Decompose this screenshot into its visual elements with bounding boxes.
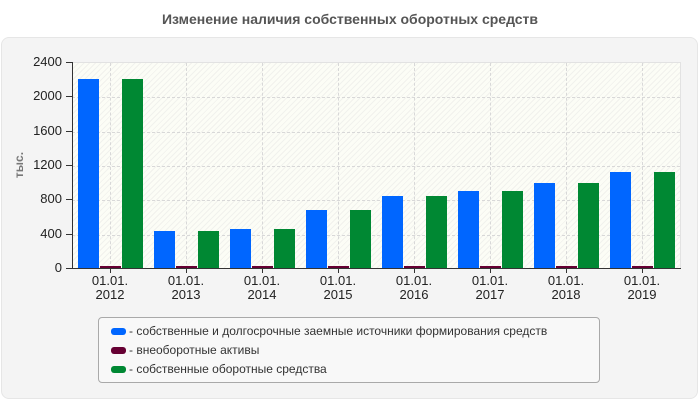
x-tick — [338, 268, 339, 273]
x-tick-label: 01.01. 2012 — [91, 273, 129, 302]
y-tick-label: 2000 — [33, 88, 62, 104]
y-tick-label: 2400 — [33, 54, 62, 69]
legend-item: - внеоборотные активы — [111, 343, 259, 357]
gridline-horizontal — [72, 234, 680, 236]
y-tick — [66, 96, 72, 98]
bar-series-2 — [122, 79, 143, 268]
bar-series-0 — [534, 183, 555, 268]
x-tick-label: 01.01. 2016 — [395, 273, 433, 302]
bar-series-0 — [78, 79, 99, 268]
chart-title: Изменение наличия собственных оборотных … — [161, 11, 539, 27]
bar-series-1 — [252, 266, 273, 268]
legend-label: - внеоборотные активы — [129, 343, 260, 357]
bar-series-0 — [230, 228, 251, 268]
x-tick — [186, 268, 187, 273]
gridline-vertical — [642, 63, 643, 269]
x-tick-label: 01.01. 2019 — [623, 273, 661, 302]
y-tick — [66, 268, 72, 269]
gridline-vertical — [490, 63, 491, 269]
x-tick — [414, 268, 415, 273]
legend-label: - собственные оборотные средства — [129, 362, 327, 376]
bar-series-1 — [556, 266, 577, 268]
legend-item: - собственные и долгосрочные заемные ист… — [111, 324, 547, 338]
y-tick — [66, 199, 72, 201]
x-tick — [642, 268, 643, 273]
y-tick — [66, 165, 72, 166]
legend-swatch-maroon — [111, 346, 126, 354]
gridline-vertical — [262, 63, 263, 269]
bar-series-0 — [610, 171, 631, 268]
bar-series-0 — [154, 230, 175, 268]
x-tick — [566, 268, 567, 273]
bar-series-2 — [198, 230, 219, 268]
bar-series-2 — [274, 228, 295, 268]
bar-series-1 — [100, 266, 121, 268]
legend-swatch-blue — [111, 327, 126, 335]
gridline-vertical — [414, 63, 415, 269]
y-tick-label: 1200 — [33, 157, 62, 172]
legend-swatch-green — [111, 365, 126, 373]
gridline-horizontal — [72, 97, 680, 99]
gridline-horizontal — [72, 166, 680, 167]
bar-series-2 — [426, 196, 447, 268]
y-tick — [66, 62, 72, 63]
y-tick-label: 0 — [54, 260, 62, 275]
bar-series-1 — [404, 266, 425, 268]
x-tick-label: 01.01. 2013 — [167, 273, 205, 302]
gridline-vertical — [566, 63, 567, 269]
bar-series-2 — [502, 191, 523, 268]
y-axis — [72, 62, 73, 269]
gridline-vertical — [110, 63, 111, 269]
bar-series-0 — [458, 191, 479, 268]
legend: - собственные и долгосрочные заемные ист… — [98, 317, 600, 383]
gridline-horizontal — [72, 200, 680, 202]
gridline-horizontal — [72, 131, 680, 133]
gridline-vertical — [338, 63, 339, 269]
bar-series-2 — [578, 183, 599, 268]
bar-series-1 — [632, 266, 653, 268]
x-tick-label: 01.01. 2015 — [319, 273, 357, 302]
gridline-vertical — [186, 63, 187, 269]
y-tick — [66, 130, 72, 132]
x-axis — [72, 268, 681, 269]
bar-series-0 — [382, 196, 403, 268]
x-tick-label: 01.01. 2017 — [471, 273, 509, 302]
x-tick-label: 01.01. 2014 — [243, 273, 281, 302]
bar-series-2 — [350, 209, 371, 268]
legend-item: - собственные оборотные средства — [111, 362, 327, 376]
x-tick — [490, 268, 491, 273]
y-tick-label: 800 — [40, 191, 62, 207]
bar-series-1 — [176, 266, 197, 268]
x-tick — [262, 268, 263, 273]
y-tick-label: 1600 — [33, 122, 62, 138]
x-tick — [110, 268, 111, 273]
x-tick-label: 01.01. 2018 — [547, 273, 585, 302]
bar-series-1 — [328, 266, 349, 268]
legend-label: - собственные и долгосрочные заемные ист… — [129, 324, 548, 338]
bar-series-0 — [306, 209, 327, 268]
bar-series-2 — [654, 171, 675, 268]
y-tick — [66, 233, 72, 235]
y-tick-label: 400 — [40, 225, 62, 241]
bar-series-1 — [480, 266, 501, 268]
